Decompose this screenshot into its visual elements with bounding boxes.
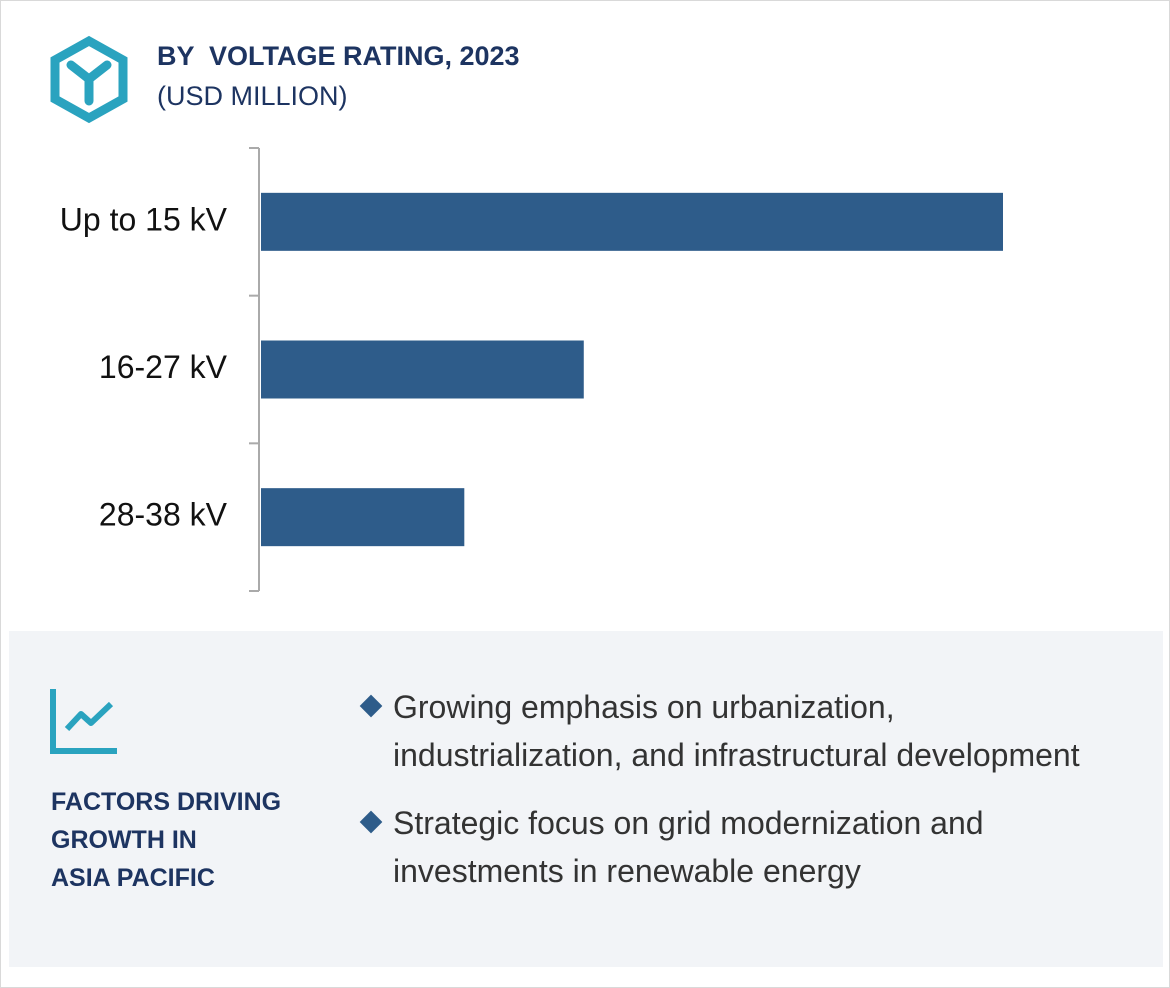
factor-item: Strategic focus on grid modernization an…: [359, 799, 1101, 895]
factor-item: Growing emphasis on urbanization, indust…: [359, 683, 1101, 779]
category-label: 16-27 kV: [99, 349, 228, 385]
factors-title: FACTORS DRIVING GROWTH IN ASIA PACIFIC: [51, 783, 281, 897]
chart-subtitle: (USD MILLION): [157, 81, 348, 111]
factors-title-line: FACTORS DRIVING: [51, 788, 282, 816]
bullet: [359, 810, 383, 834]
bar: [261, 192, 1003, 251]
factor-text: Strategic focus on grid modernization an…: [393, 805, 984, 889]
chart: BY VOLTAGE RATING, 2023 (USD MILLION) Up…: [50, 35, 1003, 592]
factors-list: Growing emphasis on urbanization, indust…: [359, 683, 1101, 915]
bar: [261, 488, 465, 547]
factor-text: Growing emphasis on urbanization, indust…: [393, 689, 1080, 773]
category-label: 28-38 kV: [99, 497, 228, 533]
factors-title-line: GROWTH IN: [51, 826, 197, 854]
logo-icon: [50, 35, 128, 124]
bar: [261, 340, 584, 399]
bullet: [359, 694, 383, 718]
factors-panel: FACTORS DRIVING GROWTH IN ASIA PACIFIC Gro…: [9, 631, 1163, 967]
growth-icon: [50, 689, 117, 754]
chart-title: BY VOLTAGE RATING, 2023: [157, 41, 520, 71]
factors-title-line: ASIA PACIFIC: [51, 864, 215, 892]
category-label: Up to 15 kV: [60, 201, 228, 237]
